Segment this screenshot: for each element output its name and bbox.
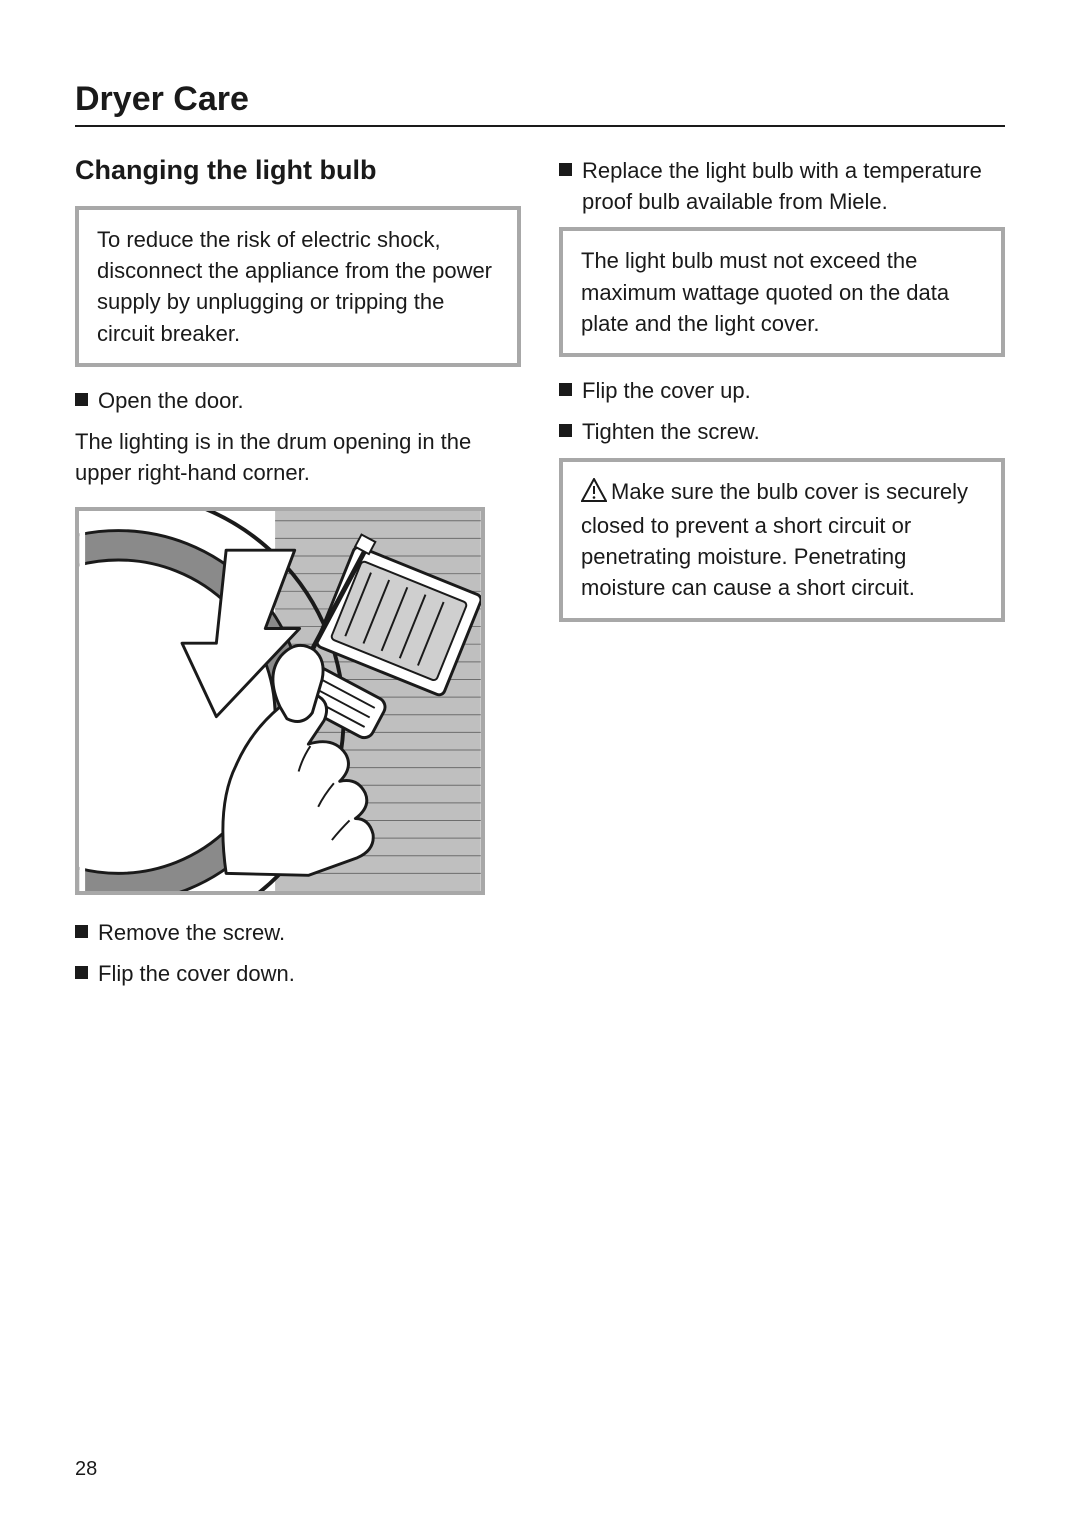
left-column: Changing the light bulb To reduce the ri… (75, 155, 521, 999)
step-item: Open the door. (75, 385, 521, 416)
square-bullet-icon (559, 383, 572, 396)
callout-text: The light bulb must not exceed the maxim… (581, 248, 949, 335)
square-bullet-icon (559, 424, 572, 437)
square-bullet-icon (75, 393, 88, 406)
step-item: Flip the cover up. (559, 375, 1005, 406)
note-callout: The light bulb must not exceed the maxim… (559, 227, 1005, 357)
square-bullet-icon (559, 163, 572, 176)
step-item: Replace the light bulb with a temperatur… (559, 155, 1005, 217)
page-header: Dryer Care (75, 80, 1005, 127)
step-text: Flip the cover up. (582, 375, 751, 406)
step-item: Tighten the screw. (559, 416, 1005, 447)
step-text: Open the door. (98, 385, 244, 416)
warning-triangle-icon (581, 478, 607, 510)
two-column-layout: Changing the light bulb To reduce the ri… (75, 155, 1005, 999)
warning-callout: Make sure the bulb cover is securely clo… (559, 458, 1005, 622)
illustration-figure (75, 507, 485, 895)
warning-callout: To reduce the risk of electric shock, di… (75, 206, 521, 367)
square-bullet-icon (75, 925, 88, 938)
page-title: Dryer Care (75, 80, 1005, 119)
body-paragraph: The lighting is in the drum opening in t… (75, 426, 521, 488)
step-item: Remove the screw. (75, 917, 521, 948)
right-column: Replace the light bulb with a temperatur… (559, 155, 1005, 999)
callout-text: To reduce the risk of electric shock, di… (97, 227, 492, 346)
step-text: Flip the cover down. (98, 958, 295, 989)
step-text: Remove the screw. (98, 917, 285, 948)
step-text: Tighten the screw. (582, 416, 760, 447)
section-subtitle: Changing the light bulb (75, 155, 521, 186)
warning-text: Make sure the bulb cover is securely clo… (581, 479, 968, 601)
step-item: Flip the cover down. (75, 958, 521, 989)
step-text: Replace the light bulb with a temperatur… (582, 155, 1005, 217)
square-bullet-icon (75, 966, 88, 979)
page-number: 28 (75, 1458, 97, 1481)
dryer-bulb-illustration-icon (79, 511, 481, 891)
